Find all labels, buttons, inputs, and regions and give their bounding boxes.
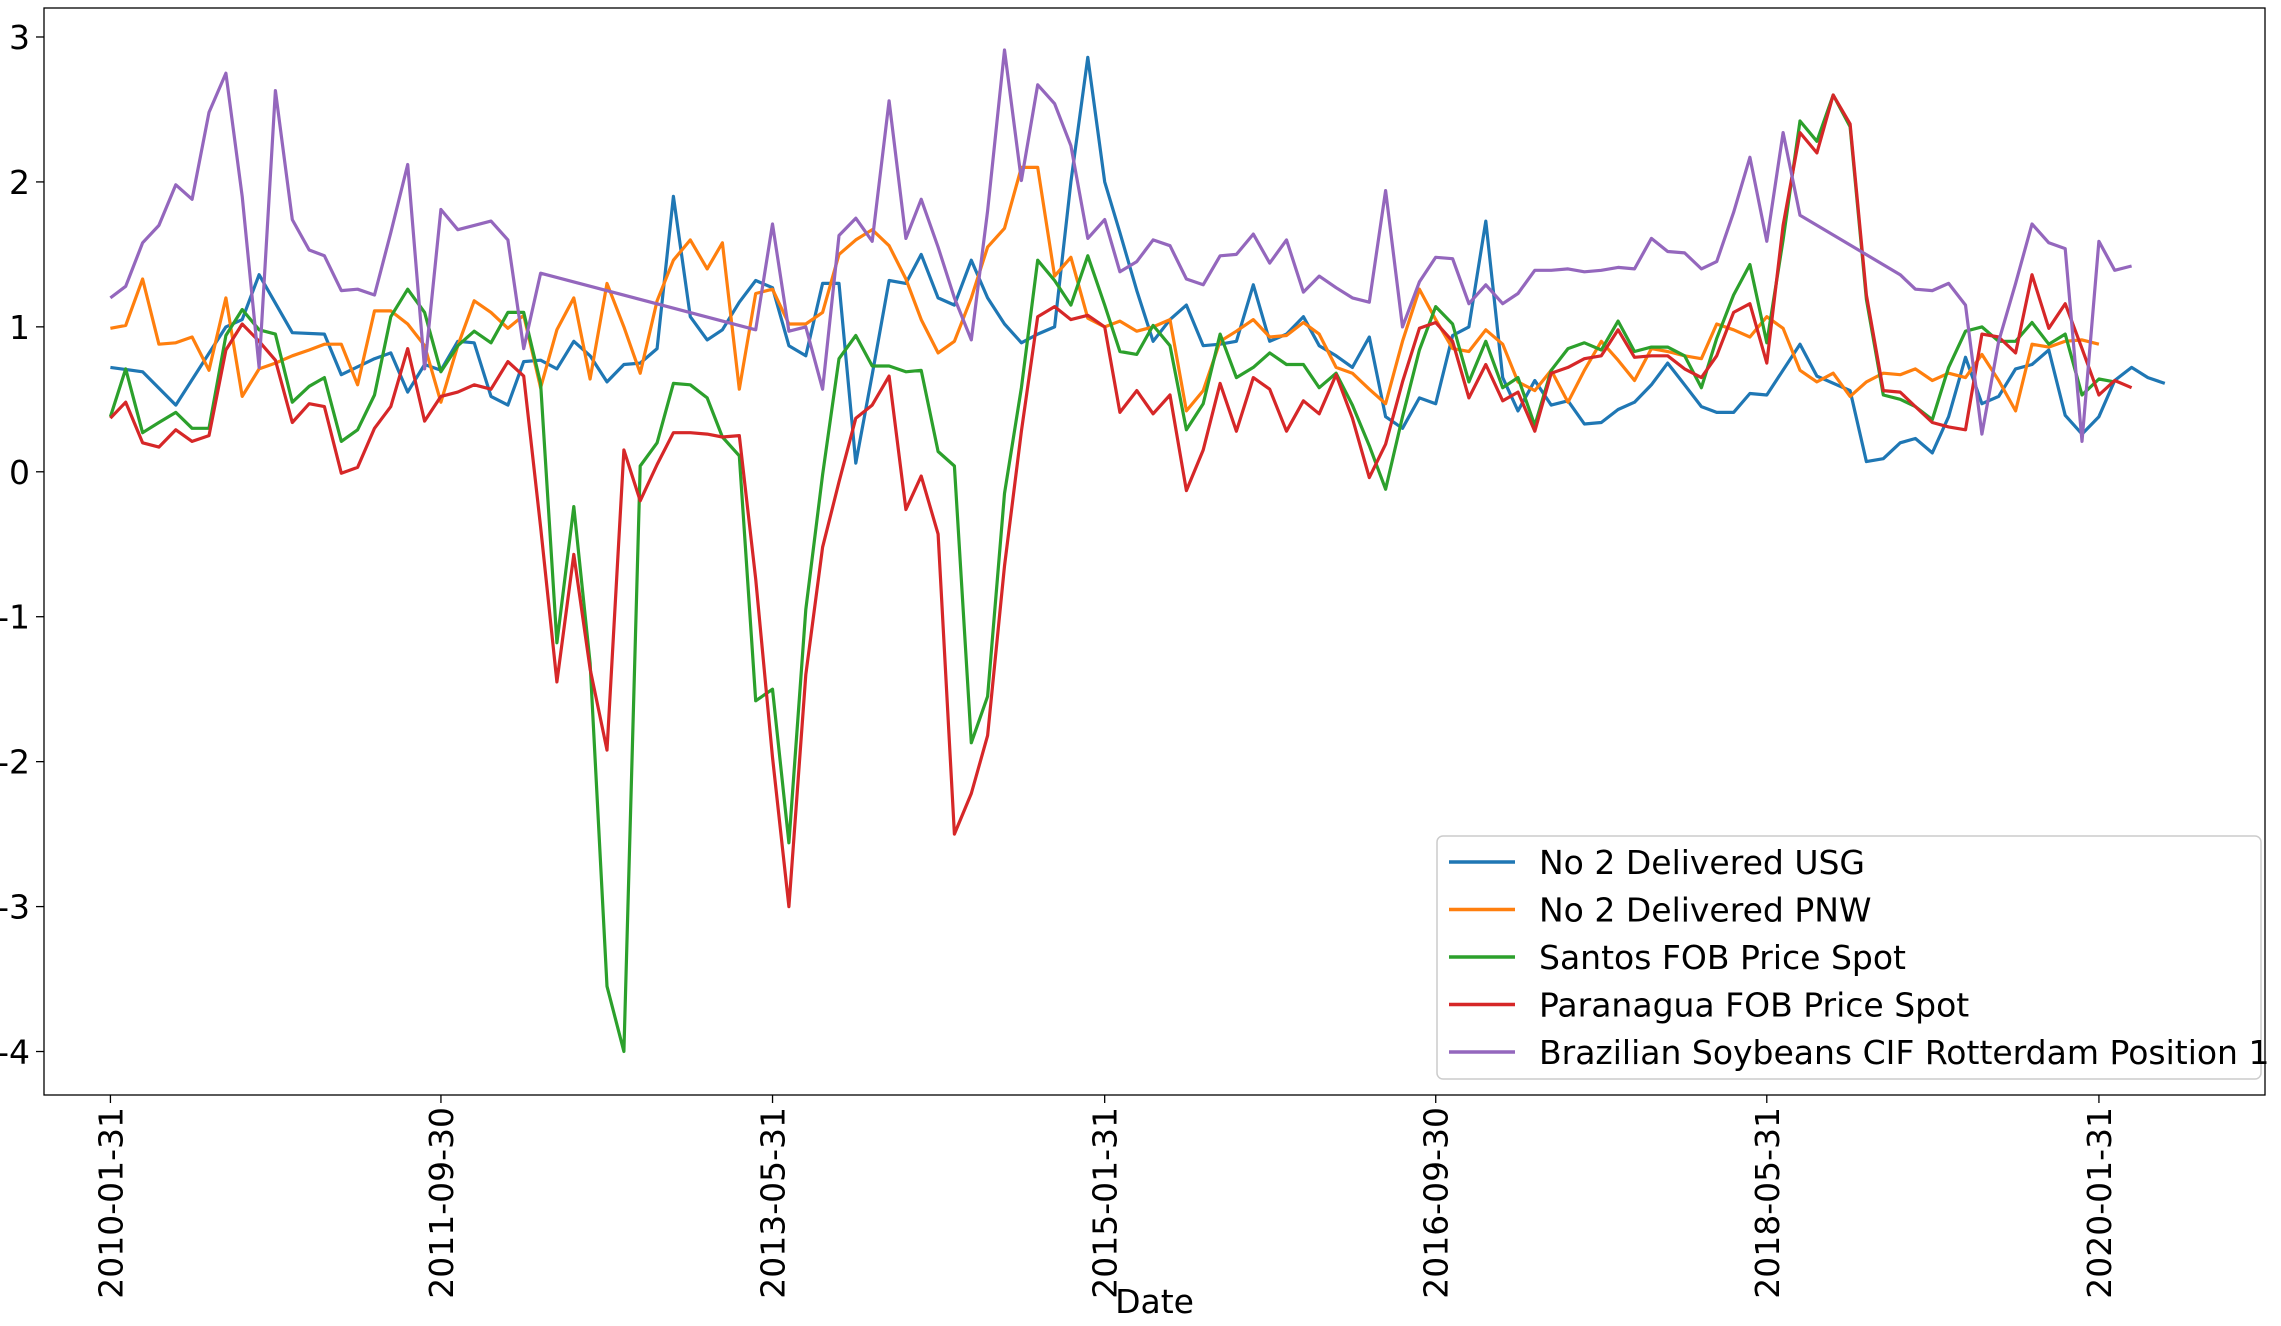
- x-tick-label: 2018-05-31: [1748, 1107, 1787, 1299]
- x-tick-label: 2010-01-31: [91, 1107, 130, 1299]
- y-tick-label: -2: [0, 743, 30, 782]
- legend-label: Brazilian Soybeans CIF Rotterdam Positio…: [1539, 1033, 2269, 1072]
- series-line-5: [109, 48, 2132, 443]
- y-tick-label: -3: [0, 888, 30, 927]
- x-axis-title: Date: [1115, 1282, 1194, 1321]
- x-tick-label: 2013-05-31: [754, 1107, 793, 1299]
- legend-label: No 2 Delivered PNW: [1539, 891, 1872, 930]
- y-tick-label: -4: [0, 1033, 30, 1072]
- y-tick-label: 2: [9, 163, 30, 202]
- series-layer: [108, 48, 2166, 1054]
- legend-label: Santos FOB Price Spot: [1539, 938, 1906, 977]
- legend: No 2 Delivered USG No 2 Delivered PNW Sant…: [1436, 835, 2269, 1080]
- x-tick-label: 2015-01-31: [1086, 1107, 1125, 1299]
- legend-box: [1436, 835, 2262, 1080]
- legend-label: Paranagua FOB Price Spot: [1539, 986, 1969, 1025]
- plot-frame: [43, 7, 2266, 1096]
- y-tick-label: 0: [9, 453, 30, 492]
- x-tick-label: 2020-01-31: [2080, 1107, 2119, 1299]
- x-tick-label: 2011-09-30: [422, 1107, 461, 1299]
- series-line-4: [109, 93, 2133, 909]
- x-axis: 2010-01-31 2011-09-30 2013-05-31 2015-01-31…: [91, 1095, 2119, 1299]
- legend-label: No 2 Delivered USG: [1539, 843, 1865, 882]
- y-tick-label: -1: [0, 598, 30, 637]
- y-tick-label: 1: [9, 308, 30, 347]
- x-tick-label: 2016-09-30: [1417, 1107, 1456, 1299]
- y-axis: -4 -3 -2 -1 0 1 2 3: [0, 18, 44, 1072]
- y-tick-label: 3: [9, 18, 30, 57]
